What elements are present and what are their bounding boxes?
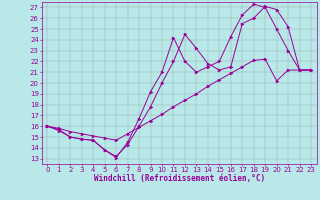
X-axis label: Windchill (Refroidissement éolien,°C): Windchill (Refroidissement éolien,°C)	[94, 174, 265, 183]
